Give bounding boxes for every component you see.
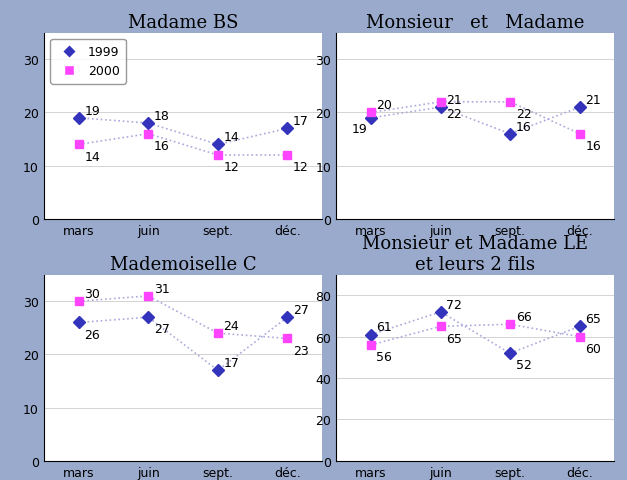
Text: 16: 16 [585, 140, 601, 153]
Legend: 1999, 2000: 1999, 2000 [50, 40, 126, 84]
Text: 23: 23 [293, 344, 308, 357]
Text: 56: 56 [376, 350, 393, 363]
Text: 19: 19 [84, 104, 100, 117]
Text: 21: 21 [446, 94, 462, 107]
Text: 26: 26 [84, 328, 100, 341]
Title: Madame BS: Madame BS [128, 14, 238, 32]
Text: 65: 65 [446, 332, 462, 345]
Text: 24: 24 [223, 319, 239, 332]
Text: 14: 14 [84, 150, 100, 163]
Text: 65: 65 [585, 312, 601, 325]
Text: 18: 18 [154, 109, 170, 123]
Text: 21: 21 [585, 94, 601, 107]
Text: 22: 22 [446, 108, 462, 121]
Text: 12: 12 [223, 161, 239, 174]
Text: 31: 31 [154, 282, 169, 295]
Text: 27: 27 [293, 303, 309, 316]
Title: Monsieur   et   Madame: Monsieur et Madame [366, 14, 584, 32]
Text: 19: 19 [352, 122, 367, 135]
Text: 14: 14 [223, 131, 239, 144]
Text: 22: 22 [515, 108, 532, 121]
Text: 60: 60 [585, 342, 601, 355]
Title: Mademoiselle C: Mademoiselle C [110, 255, 256, 274]
Text: 27: 27 [154, 323, 170, 336]
Text: 16: 16 [154, 140, 169, 153]
Text: 12: 12 [293, 161, 308, 174]
Title: Monsieur et Madame LE
et leurs 2 fils: Monsieur et Madame LE et leurs 2 fils [362, 235, 588, 274]
Text: 30: 30 [84, 288, 100, 300]
Text: 17: 17 [223, 357, 240, 370]
Text: 72: 72 [446, 298, 462, 311]
Text: 66: 66 [515, 311, 532, 324]
Text: 16: 16 [515, 120, 532, 133]
Text: 20: 20 [376, 99, 393, 112]
Text: 17: 17 [293, 115, 309, 128]
Text: 52: 52 [515, 359, 532, 372]
Text: 61: 61 [376, 321, 393, 334]
